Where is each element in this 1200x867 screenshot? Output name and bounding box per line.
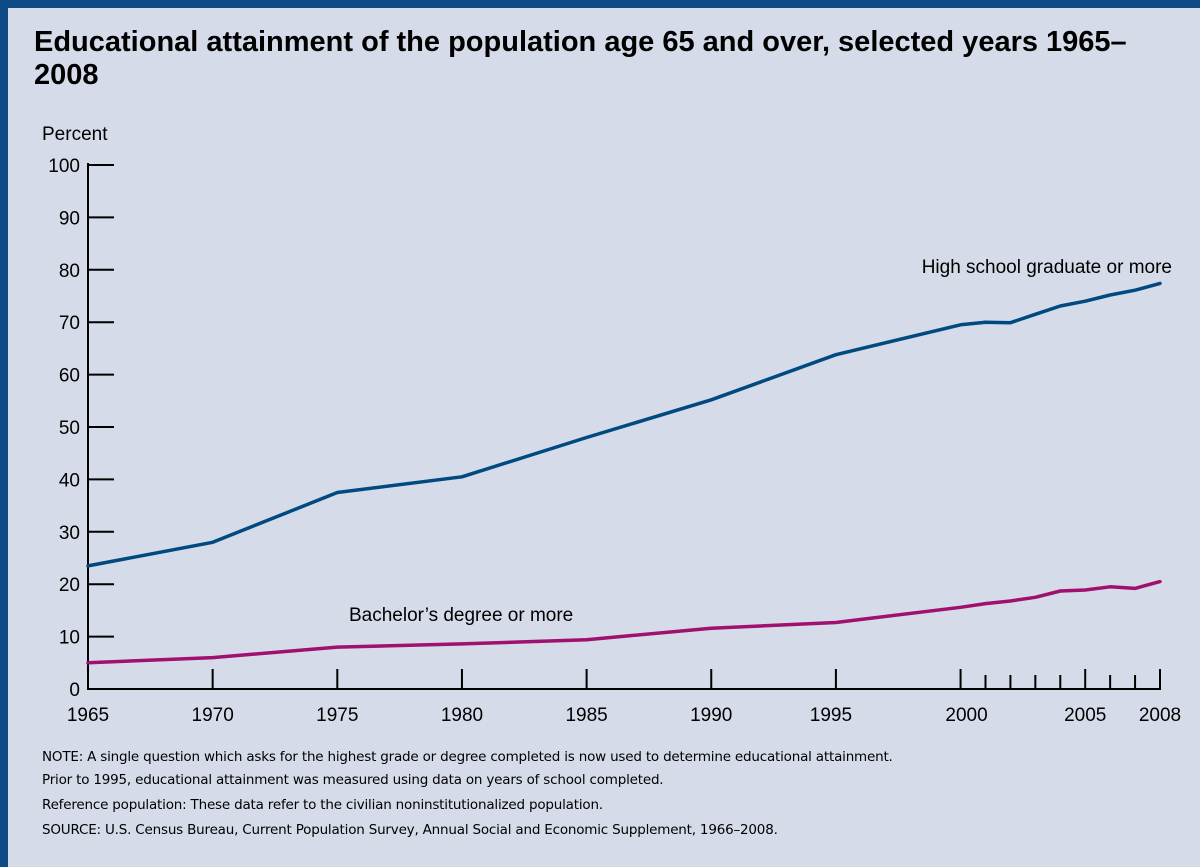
note-line-2: Prior to 1995, educational attainment wa… [42,772,664,788]
x-tick-label: 1975 [316,705,358,726]
series-lines [86,281,1162,665]
x-tick-label: 1985 [565,705,607,726]
y-tick-label: 10 [59,628,80,649]
x-tick-label: 2008 [1139,705,1181,726]
x-tick-label: 1995 [810,705,852,726]
y-tick-label: 100 [48,156,80,177]
series-line-high-school [86,281,1162,568]
y-tick-label: 90 [59,208,80,229]
x-tick-label: 2005 [1064,705,1106,726]
note-line-1: NOTE: A single question which asks for t… [42,749,893,765]
y-tick-label: 30 [59,523,80,544]
series-labels: High school graduate or more Bachelor’s d… [349,257,1172,626]
y-tick-label: 40 [59,470,80,491]
x-tick-label: 1965 [67,705,109,726]
y-tick-label: 0 [69,680,80,701]
x-tick-label: 2000 [945,705,987,726]
x-tick-label: 1980 [441,705,483,726]
series-line-bachelors [86,579,1162,665]
series-label-bachelors: Bachelor’s degree or more [349,605,573,626]
x-tick-label: 1970 [192,705,234,726]
source-note: SOURCE: U.S. Census Bureau, Current Popu… [42,822,778,838]
y-axis-label: Percent [42,124,108,145]
y-tick-label: 80 [59,261,80,282]
reference-note: Reference population: These data refer t… [42,797,603,813]
chart-title: Educational attainment of the population… [34,26,1127,91]
y-tick-label: 60 [59,366,80,387]
y-tick-label: 50 [59,418,80,439]
y-tick-label: 70 [59,313,80,334]
y-tick-label: 20 [59,575,80,596]
chart-panel [8,8,1200,867]
series-label-high-school: High school graduate or more [922,257,1172,278]
axes: Percent 0 10 20 30 40 50 60 70 80 90 100 1965 1970 197… [42,124,1181,726]
x-tick-label: 1990 [690,705,732,726]
